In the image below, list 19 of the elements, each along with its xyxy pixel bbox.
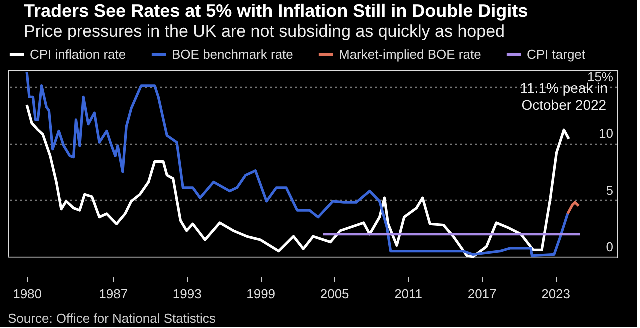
x-tick-label: 1993 [172,286,202,302]
y-tick-label: 5 [606,182,614,198]
x-tick-label: 1999 [246,286,276,302]
x-tick-label: 2023 [542,286,571,302]
x-tick-label: 2017 [468,286,497,302]
y-tick-label: 0 [606,240,614,254]
x-tick-label: 1980 [13,286,42,302]
chart-subtitle: Price pressures in the UK are not subsiding as quickly as hoped [24,22,505,41]
x-tick-label: 2005 [320,286,350,302]
legend-label: BOE benchmark rate [172,47,294,62]
chart-title: Traders See Rates at 5% with Inflation Still in Double Digits [24,1,528,21]
source-note: Source: Office for National Statistics [8,311,216,326]
x-tick-label: 1987 [99,286,128,302]
legend-label: CPI target [527,47,586,62]
y-tick-label: 15% [587,70,614,84]
y-tick-label: 10 [599,126,614,142]
x-tick-label: 2011 [394,286,423,302]
legend-label: CPI inflation rate [30,47,126,62]
legend-label: Market-implied BOE rate [339,47,482,62]
